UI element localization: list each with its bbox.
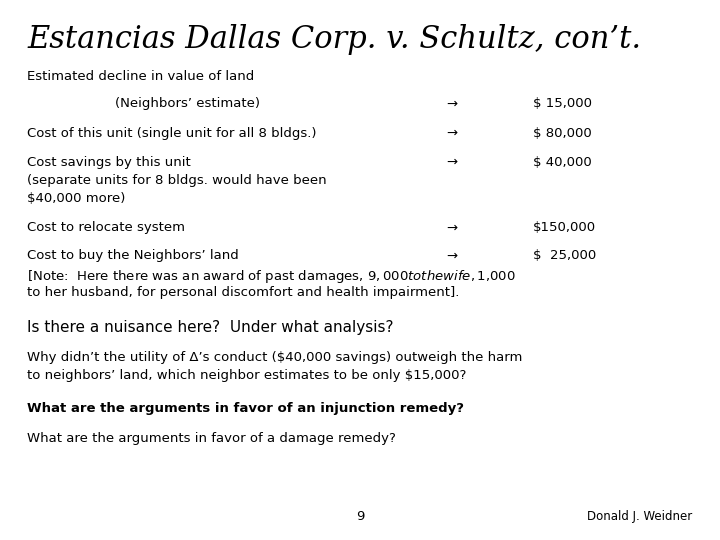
Text: (separate units for 8 bldgs. would have been: (separate units for 8 bldgs. would have … bbox=[27, 174, 327, 187]
Text: $150,000: $150,000 bbox=[533, 221, 596, 234]
Text: $ 15,000: $ 15,000 bbox=[533, 97, 592, 110]
Text: →: → bbox=[446, 127, 457, 140]
Text: 9: 9 bbox=[356, 510, 364, 523]
Text: to neighbors’ land, which neighbor estimates to be only $15,000?: to neighbors’ land, which neighbor estim… bbox=[27, 369, 467, 382]
Text: →: → bbox=[446, 249, 457, 262]
Text: Estimated decline in value of land: Estimated decline in value of land bbox=[27, 70, 255, 83]
Text: Why didn’t the utility of Δ’s conduct ($40,000 savings) outweigh the harm: Why didn’t the utility of Δ’s conduct ($… bbox=[27, 351, 523, 364]
Text: Estancias Dallas Corp. v. Schultz, con’t.: Estancias Dallas Corp. v. Schultz, con’t… bbox=[27, 24, 642, 55]
Text: to her husband, for personal discomfort and health impairment].: to her husband, for personal discomfort … bbox=[27, 286, 460, 299]
Text: What are the arguments in favor of a damage remedy?: What are the arguments in favor of a dam… bbox=[27, 432, 396, 445]
Text: Cost of this unit (single unit for all 8 bldgs.): Cost of this unit (single unit for all 8… bbox=[27, 127, 317, 140]
Text: Cost to buy the Neighbors’ land: Cost to buy the Neighbors’ land bbox=[27, 249, 239, 262]
Text: (Neighbors’ estimate): (Neighbors’ estimate) bbox=[115, 97, 260, 110]
Text: $40,000 more): $40,000 more) bbox=[27, 192, 126, 205]
Text: What are the arguments in favor of an injunction remedy?: What are the arguments in favor of an in… bbox=[27, 402, 464, 415]
Text: Donald J. Weidner: Donald J. Weidner bbox=[588, 510, 693, 523]
Text: →: → bbox=[446, 156, 457, 168]
Text: →: → bbox=[446, 221, 457, 234]
Text: [Note:  Here there was an award of past damages, $9,000 to the wife, $1,000: [Note: Here there was an award of past d… bbox=[27, 268, 516, 285]
Text: $ 40,000: $ 40,000 bbox=[533, 156, 592, 168]
Text: $  25,000: $ 25,000 bbox=[533, 249, 596, 262]
Text: Cost savings by this unit: Cost savings by this unit bbox=[27, 156, 191, 168]
Text: →: → bbox=[446, 97, 457, 110]
Text: $ 80,000: $ 80,000 bbox=[533, 127, 592, 140]
Text: Cost to relocate system: Cost to relocate system bbox=[27, 221, 185, 234]
Text: Is there a nuisance here?  Under what analysis?: Is there a nuisance here? Under what ana… bbox=[27, 320, 394, 335]
